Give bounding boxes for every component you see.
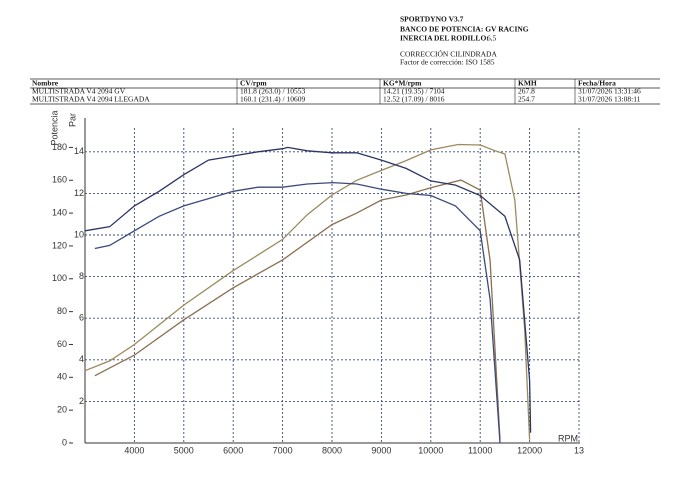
- x-tick-label: 9000: [371, 445, 391, 455]
- table: [30, 78, 660, 105]
- column-header: Nombre: [32, 79, 59, 88]
- y-tick-label: 40: [57, 372, 67, 382]
- y-tick-label: 80: [57, 306, 67, 316]
- table-cell: 31/07/2026 13:08:11: [578, 95, 641, 104]
- table-cell: 267.8: [518, 87, 535, 96]
- table-cell: 160.1 (231.4) / 10609: [240, 95, 305, 104]
- table-cell: 12.52 (17.09) / 8016: [383, 95, 445, 104]
- y2-tick-label: 2: [79, 396, 84, 406]
- y2-tick-label: 14: [74, 146, 84, 156]
- x-tick-label: 5000: [174, 445, 194, 455]
- y2-tick-label: 12: [74, 188, 84, 198]
- y-tick-label: 140: [52, 207, 67, 217]
- column-header: Fecha/Hora: [578, 79, 616, 88]
- y-tick-label: 120: [52, 240, 67, 250]
- power-torque-curve: [94, 179, 501, 440]
- table-cell: 14.21 (19.35) / 7104: [383, 87, 445, 96]
- y-tick-label: 160: [52, 175, 67, 185]
- x-tick-label: 13: [574, 445, 584, 455]
- table-cell: 31/07/2026 13:31:46: [578, 87, 641, 96]
- power-torque-curve: [84, 143, 531, 440]
- table-cell: MULTISTRADA V4 2094 LLEGADA: [32, 95, 150, 104]
- x-tick-label: 7000: [273, 445, 293, 455]
- y-tick-label: 60: [57, 339, 67, 349]
- y2-tick-label: 8: [79, 271, 84, 281]
- bench: BANCO DE POTENCIA: GV RACING: [400, 25, 529, 34]
- y-tick-label: 100: [52, 273, 67, 283]
- x-tick-label: 10000: [418, 445, 443, 455]
- power-torque-curve: [94, 181, 501, 444]
- power-torque-curve: [84, 146, 532, 433]
- x-tick-label: 11000: [468, 445, 492, 455]
- column-header: CV/rpm: [240, 79, 267, 88]
- table-cell: MULTISTRADA V4 2094 GV: [32, 87, 126, 96]
- x-tick-label: 8000: [322, 445, 342, 455]
- y-tick-label: 20: [57, 405, 67, 415]
- y-axis-label: Potencia: [49, 110, 59, 145]
- inertia-label: INERCIA DEL RODILLO:: [400, 34, 489, 43]
- y2-axis-label: Par: [67, 113, 77, 127]
- y-tick-label: 0: [62, 437, 67, 447]
- program: SPORTDYNO V3.7: [400, 15, 464, 24]
- correction: CORRECCIÓN CILINDRADA: [400, 49, 497, 59]
- y2-tick-label: 6: [79, 313, 84, 323]
- x-tick-label: 4000: [124, 445, 144, 455]
- table-cell: 181.8 (263.0) / 10553: [240, 87, 305, 96]
- x-tick-label: 12000: [517, 445, 542, 455]
- factor: Factor de corrección: ISO 1585: [400, 58, 495, 67]
- y2-tick-label: 4: [79, 354, 84, 364]
- y-tick-label: 180: [52, 142, 67, 152]
- column-header: KMH: [518, 79, 537, 88]
- y2-tick-label: 10: [74, 229, 84, 239]
- x-axis-label: RPM: [558, 433, 578, 443]
- x-tick-label: 6000: [223, 445, 243, 455]
- inertia: 6,5: [487, 34, 497, 43]
- column-header: KG*M/rpm: [383, 79, 422, 88]
- table-cell: 254.7: [518, 95, 535, 104]
